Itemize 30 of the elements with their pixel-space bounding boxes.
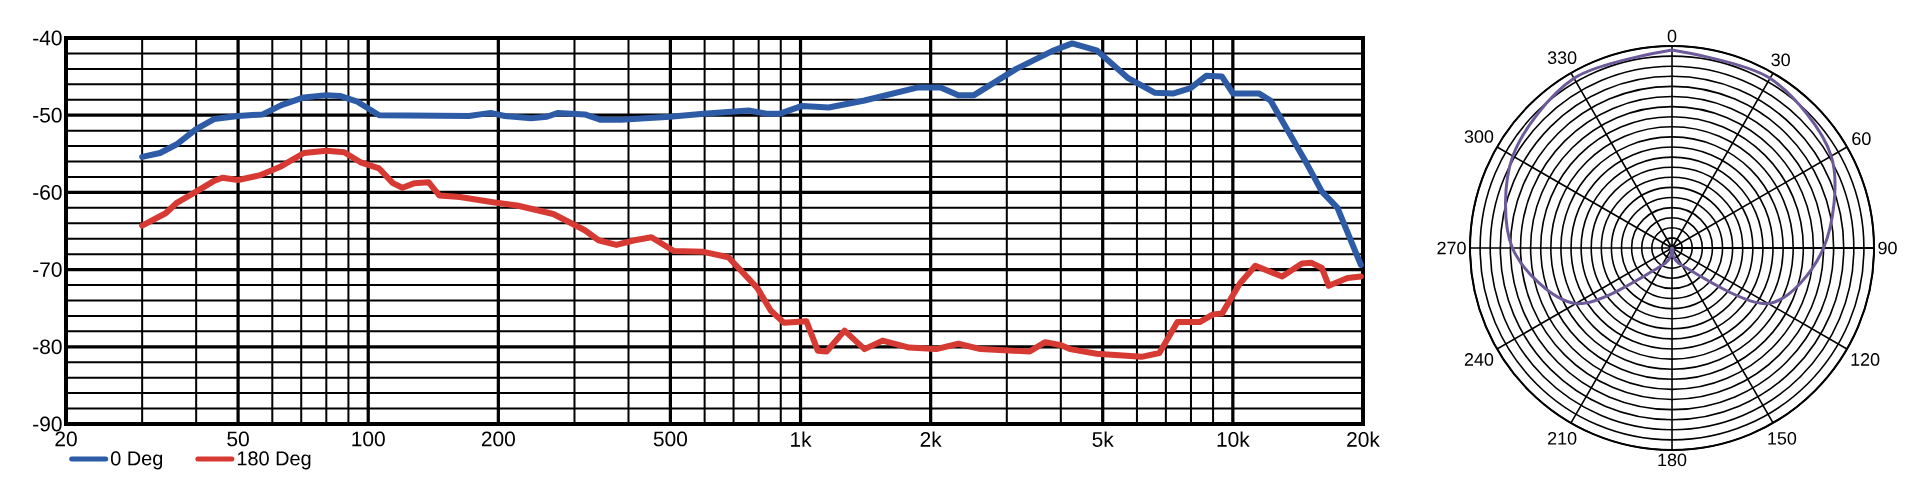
y-tick-label: -80: [33, 339, 62, 355]
spoke-label: 120: [1851, 353, 1880, 366]
spoke-label: 240: [1464, 353, 1494, 366]
x-tick-label: 50: [227, 431, 249, 447]
spoke-label: 210: [1548, 431, 1577, 445]
y-tick-label: -90: [33, 416, 62, 432]
x-tick-label: 500: [653, 431, 688, 447]
spoke-label: 0: [1667, 29, 1677, 43]
spoke-label: 300: [1464, 130, 1494, 143]
spoke-label: 330: [1547, 51, 1577, 64]
x-tick-label: 100: [352, 431, 385, 447]
y-tick-label: -40: [33, 30, 62, 46]
spoke-label: 30: [1771, 53, 1790, 67]
spoke-label: 60: [1852, 132, 1871, 146]
y-tick-label: -50: [33, 107, 62, 123]
x-tick-label: 10k: [1217, 431, 1250, 447]
spoke-label: 150: [1768, 431, 1797, 445]
x-tick-label: 2k: [920, 431, 942, 447]
spoke-label: 90: [1878, 241, 1897, 255]
spoke-label: 270: [1437, 241, 1466, 255]
spoke-label: 180: [1658, 453, 1687, 467]
x-tick-label: 200: [481, 431, 515, 447]
legend-label: 180 Deg: [237, 451, 311, 470]
x-tick-label: 1k: [791, 431, 812, 447]
legend-label: 0 Deg: [110, 451, 163, 470]
y-tick-label: -70: [33, 262, 62, 278]
y-tick-label: -60: [33, 184, 62, 200]
x-tick-label: 20k: [1347, 431, 1380, 447]
x-tick-label: 5k: [1092, 431, 1114, 447]
x-tick-label: 20: [55, 431, 77, 447]
